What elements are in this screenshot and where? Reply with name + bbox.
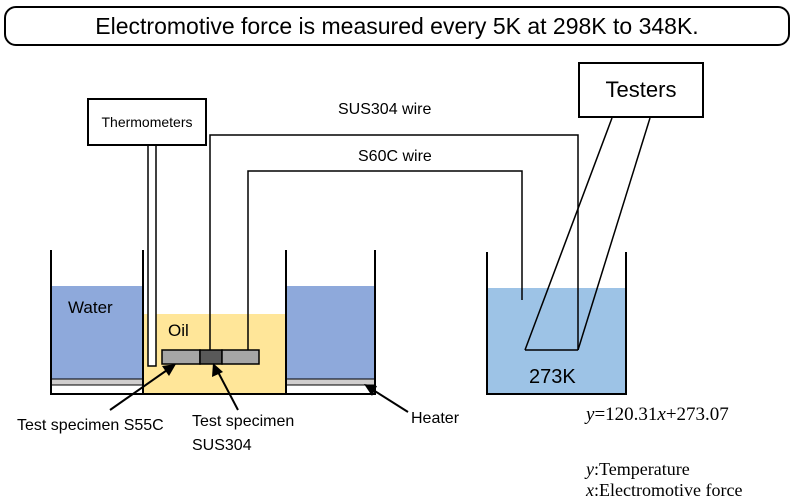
specimen-s55c-bar bbox=[161, 349, 201, 365]
equation-y-symbol: y bbox=[586, 404, 595, 425]
equation-x-symbol: x bbox=[657, 404, 666, 425]
specimen-sus304-label-2: SUS304 bbox=[192, 437, 252, 454]
y-def-symbol: y bbox=[586, 459, 594, 479]
right-heater-plate bbox=[285, 378, 376, 386]
title-banner: Electromotive force is measured every 5K… bbox=[4, 6, 790, 46]
equation-part-1: =120.31 bbox=[594, 404, 658, 425]
y-def-text: :Temperature bbox=[594, 459, 690, 479]
right-tank-wall bbox=[285, 250, 376, 395]
cold-temp-label: 273K bbox=[529, 366, 576, 388]
arrow-s55c-head bbox=[162, 364, 176, 376]
testers-box: Testers bbox=[578, 62, 704, 118]
sus304-wire bbox=[209, 134, 579, 350]
left-water bbox=[51, 286, 143, 384]
thermometer-stem bbox=[147, 143, 157, 367]
specimen-s55c-label: Test specimen S55C bbox=[17, 417, 164, 434]
s60c-wire-label: S60C wire bbox=[358, 148, 432, 165]
arrow-heater-head bbox=[364, 384, 377, 396]
water-label: Water bbox=[68, 298, 113, 317]
specimen-sus304-label-1: Test specimen bbox=[192, 413, 295, 430]
arrow-sus304 bbox=[216, 369, 239, 411]
right-water bbox=[286, 286, 375, 384]
tester-lead-left bbox=[524, 117, 613, 351]
sus304-wire-label: SUS304 wire bbox=[338, 101, 432, 118]
x-def-symbol: x bbox=[586, 480, 594, 500]
oil-label: Oil bbox=[168, 321, 189, 340]
arrow-heater bbox=[369, 387, 409, 413]
x-definition: x:Electromotive force bbox=[586, 480, 742, 501]
y-definition: y:Temperature bbox=[586, 459, 690, 480]
thermometers-box: Thermometers bbox=[87, 98, 207, 146]
s60c-wire bbox=[247, 170, 523, 350]
arrow-sus304-head bbox=[212, 363, 223, 377]
left-heater-plate bbox=[50, 378, 144, 386]
thermometers-label: Thermometers bbox=[101, 114, 193, 130]
regression-equation: y=120.31x+273.07 bbox=[586, 404, 729, 426]
title-text: Electromotive force is measured every 5K… bbox=[95, 12, 699, 39]
cold-bath-wall bbox=[486, 252, 627, 395]
equation-part-2: +273.07 bbox=[665, 404, 729, 425]
tester-lead-right bbox=[577, 117, 651, 351]
arrow-s55c bbox=[109, 367, 171, 411]
heater-label: Heater bbox=[411, 410, 460, 427]
specimen-joint bbox=[199, 349, 223, 365]
specimen-sus304-bar bbox=[221, 349, 260, 365]
testers-label: Testers bbox=[605, 77, 677, 102]
cold-bath bbox=[487, 288, 626, 394]
x-def-text: :Electromotive force bbox=[594, 480, 743, 500]
